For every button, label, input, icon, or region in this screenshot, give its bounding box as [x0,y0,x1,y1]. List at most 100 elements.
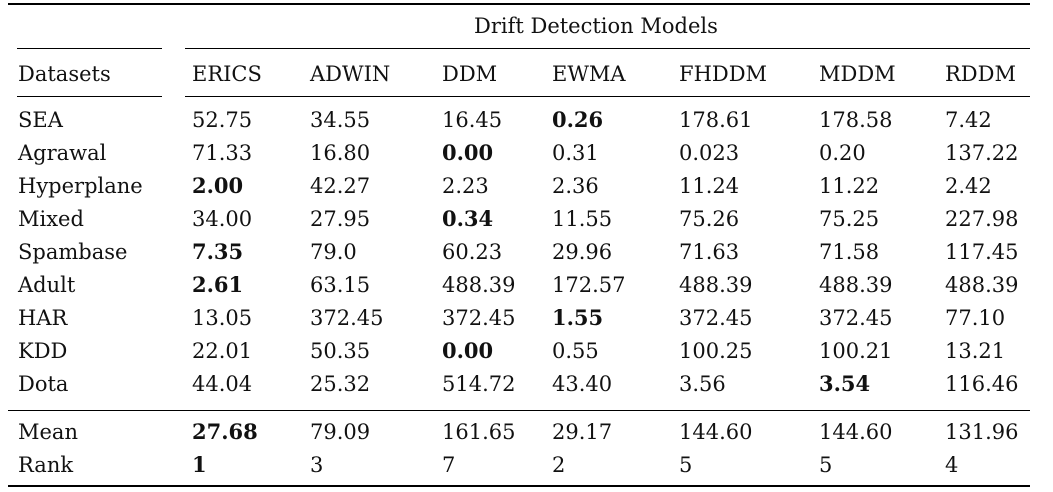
table-cell: 7.35 [192,239,244,264]
column-header-erics: ERICS [192,62,262,86]
table-cell: 372.45 [679,306,753,330]
summary-cell: 131.96 [945,420,1019,444]
table-cell: 71.33 [192,141,253,165]
table-cell: 52.75 [192,108,253,132]
table-cell: 29.96 [552,240,613,264]
table-cell: 1.55 [552,305,604,330]
column-header-datasets: Datasets [18,62,111,86]
summary-cell: 79.09 [310,420,371,444]
table-cell: 11.24 [679,174,740,198]
row-label-spambase: Spambase [18,240,128,264]
table-cell: 13.21 [945,339,1006,363]
table-cell: 100.21 [819,339,893,363]
table-cell: 178.61 [679,108,753,132]
column-header-rddm: RDDM [945,62,1016,86]
summary-cell: 1 [192,452,207,477]
summary-cell: 5 [819,453,833,477]
table-cell: 75.26 [679,207,740,231]
table-cell: 75.25 [819,207,880,231]
group-header-underline [185,48,1030,49]
table-cell: 13.05 [192,306,253,330]
column-header-fhddm: FHDDM [679,62,768,86]
row-label-hyperplane: Hyperplane [18,174,143,198]
table-cell: 172.57 [552,273,626,297]
table-cell: 34.55 [310,108,371,132]
summary-cell: 144.60 [819,420,893,444]
table-cell: 2.42 [945,174,992,198]
table-cell: 7.42 [945,108,992,132]
top-rule [8,3,1030,5]
table-cell: 16.45 [442,108,503,132]
table-cell: 11.22 [819,174,880,198]
table-cell: 0.00 [442,338,494,363]
table-cell: 0.26 [552,107,604,132]
table-cell: 25.32 [310,372,371,396]
table-cell: 0.55 [552,339,599,363]
summary-label-mean: Mean [18,420,78,444]
table-cell: 2.36 [552,174,599,198]
table-cell: 117.45 [945,240,1019,264]
table-cell: 16.80 [310,141,371,165]
table-cell: 63.15 [310,273,371,297]
table-cell: 2.61 [192,272,244,297]
models-header-rule [185,96,1030,97]
table-cell: 27.95 [310,207,371,231]
row-label-har: HAR [18,306,68,330]
summary-cell: 27.68 [192,419,258,444]
table-cell: 71.58 [819,240,880,264]
table-cell: 372.45 [819,306,893,330]
summary-label-rank: Rank [18,453,74,477]
summary-cell: 5 [679,453,693,477]
summary-separator-rule [8,410,1030,411]
table-cell: 0.00 [442,140,494,165]
summary-cell: 4 [945,453,959,477]
row-label-agrawal: Agrawal [18,141,107,165]
bottom-rule [8,485,1030,487]
table-cell: 372.45 [442,306,516,330]
table-cell: 60.23 [442,240,503,264]
table-cell: 514.72 [442,372,516,396]
table-cell: 2.00 [192,173,244,198]
table-cell: 3.56 [679,372,726,396]
summary-cell: 3 [310,453,324,477]
group-header: Drift Detection Models [474,14,718,38]
column-header-mddm: MDDM [819,62,896,86]
column-header-adwin: ADWIN [310,62,391,86]
table-cell: 178.58 [819,108,893,132]
table-cell: 488.39 [819,273,893,297]
table-cell: 3.54 [819,371,871,396]
summary-cell: 161.65 [442,420,516,444]
table-cell: 137.22 [945,141,1019,165]
table-cell: 71.63 [679,240,740,264]
table-cell: 372.45 [310,306,384,330]
table-cell: 488.39 [442,273,516,297]
table-cell: 227.98 [945,207,1019,231]
table-cell: 0.34 [442,206,494,231]
table-cell: 488.39 [679,273,753,297]
summary-cell: 29.17 [552,420,613,444]
row-label-adult: Adult [18,273,76,297]
row-label-kdd: KDD [18,339,68,363]
table-cell: 0.31 [552,141,599,165]
column-header-ewma: EWMA [552,62,626,86]
table-cell: 0.023 [679,141,740,165]
summary-cell: 7 [442,453,456,477]
table-cell: 43.40 [552,372,613,396]
row-label-sea: SEA [18,108,63,132]
datasets-cmidrule-top [17,48,162,49]
table-cell: 2.23 [442,174,489,198]
summary-cell: 144.60 [679,420,753,444]
table-cell: 0.20 [819,141,866,165]
row-label-dota: Dota [18,372,69,396]
table-cell: 116.46 [945,372,1019,396]
table-cell: 11.55 [552,207,613,231]
table-cell: 488.39 [945,273,1019,297]
datasets-cmidrule-bottom [17,96,162,97]
table-cell: 79.0 [310,240,357,264]
summary-cell: 2 [552,453,566,477]
table-cell: 44.04 [192,372,253,396]
table-cell: 22.01 [192,339,253,363]
table-cell: 100.25 [679,339,753,363]
table-cell: 50.35 [310,339,371,363]
table-cell: 77.10 [945,306,1006,330]
